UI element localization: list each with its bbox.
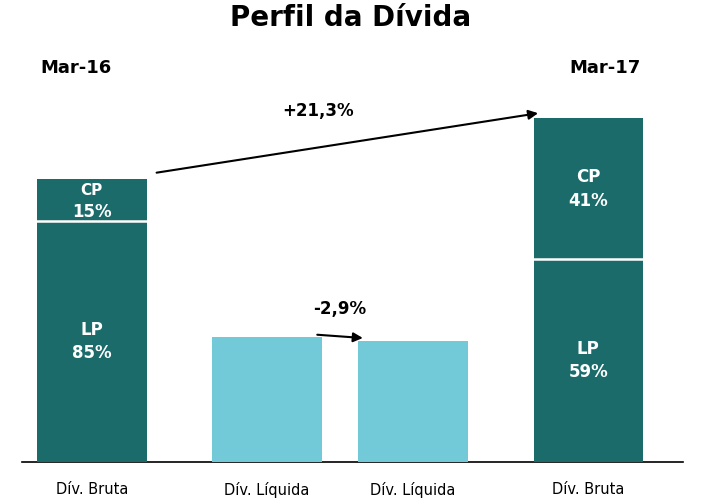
Text: CP: CP — [81, 183, 103, 198]
Text: Dív. Líquida: Dív. Líquida — [371, 482, 456, 498]
Text: Mar-17: Mar-17 — [569, 59, 640, 77]
Text: Dív. Bruta: Dív. Bruta — [55, 482, 128, 497]
Text: 15%: 15% — [72, 203, 112, 221]
Text: +21,3%: +21,3% — [282, 102, 354, 120]
Bar — [37, 179, 147, 221]
Bar — [534, 118, 643, 259]
Text: -2,9%: -2,9% — [314, 299, 366, 318]
Text: LP
85%: LP 85% — [72, 321, 112, 362]
Text: Dív. Bruta: Dív. Bruta — [552, 482, 625, 497]
Text: CP
41%: CP 41% — [569, 168, 608, 210]
Text: Dív. Líquida: Dív. Líquida — [225, 482, 310, 498]
Bar — [212, 337, 322, 462]
Text: Mar-16: Mar-16 — [40, 59, 111, 77]
Text: LP
59%: LP 59% — [569, 340, 608, 382]
Bar — [534, 259, 643, 462]
Bar — [358, 341, 468, 462]
Title: Perfil da Dívida: Perfil da Dívida — [230, 4, 472, 32]
Bar — [37, 221, 147, 462]
